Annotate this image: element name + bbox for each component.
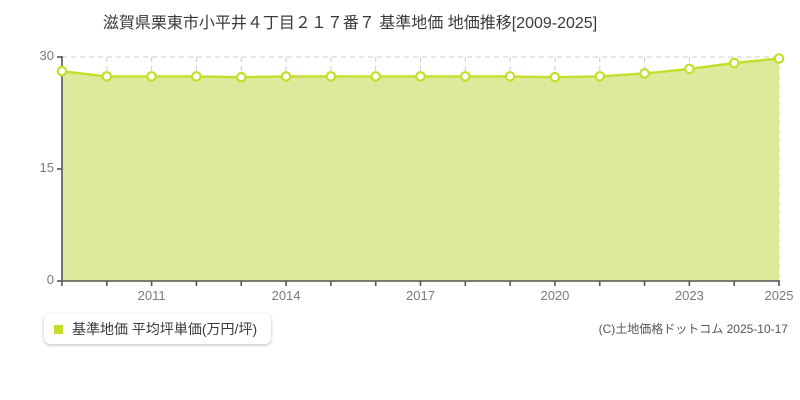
y-axis-tick-label: 0 bbox=[46, 272, 54, 287]
axis-ticks bbox=[57, 56, 780, 286]
x-axis-tick-label: 2023 bbox=[674, 288, 704, 303]
x-axis-tick-label: 2011 bbox=[137, 288, 166, 303]
area-fill bbox=[62, 58, 779, 281]
chart-legend: 基準地価 平均坪単価(万円/坪) bbox=[44, 314, 272, 344]
x-axis-tick-label: 2017 bbox=[406, 288, 435, 303]
x-axis-tick-label: 2014 bbox=[271, 288, 301, 303]
data-point-markers bbox=[56, 53, 785, 83]
y-axis-tick-label: 15 bbox=[39, 160, 54, 175]
y-axis-tick-label: 30 bbox=[39, 48, 54, 63]
credit-text: (C)土地価格ドットコム 2025-10-17 bbox=[598, 322, 788, 336]
x-axis-tick-label: 2020 bbox=[540, 288, 570, 303]
legend-label: 基準地価 平均坪単価(万円/坪) bbox=[72, 321, 258, 337]
chart-title: 滋賀県栗東市小平井４丁目２１７番７ 基準地価 地価推移[2009-2025] bbox=[102, 15, 598, 32]
legend-square-marker-icon bbox=[54, 324, 63, 334]
x-axis-tick-label: 2025 bbox=[764, 288, 794, 303]
